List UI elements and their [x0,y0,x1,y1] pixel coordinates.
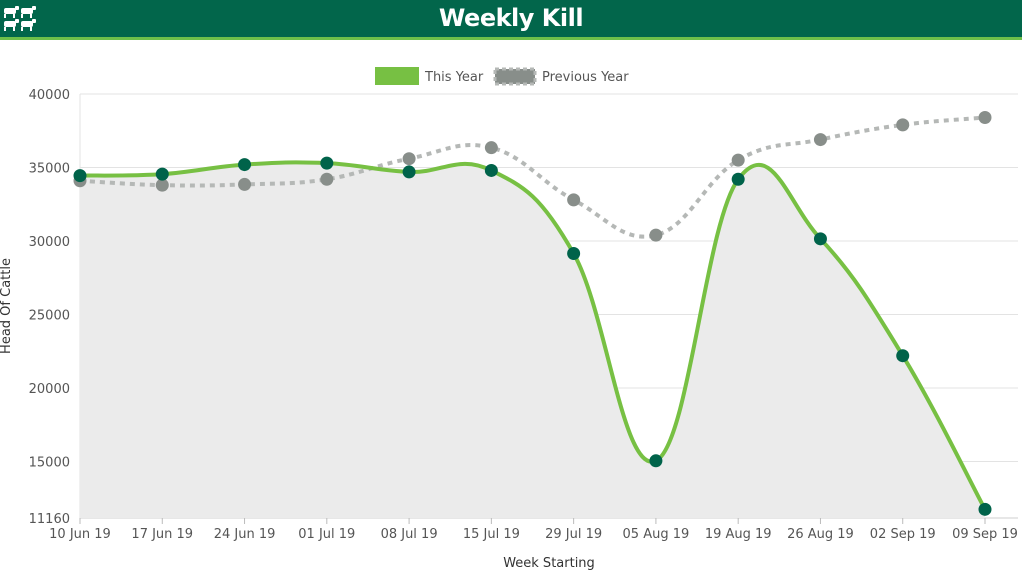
this-year-point [402,165,416,179]
legend-label-this-year: This Year [424,70,484,85]
this-year-point [73,169,87,183]
page-title: Weekly Kill [438,4,584,32]
x-tick-label: 15 Jul 19 [463,527,520,542]
y-tick-label: 15000 [29,456,70,471]
y-tick-label: 40000 [29,88,70,103]
previous-year-point [731,153,745,167]
header-bar: Weekly Kill [0,0,1022,40]
previous-year-point [978,111,992,125]
this-year-point [731,172,745,186]
this-year-point [567,247,581,261]
weekly-kill-chart: 11160 15000 20000 25000 30000 35000 40000 10 J… [0,67,1018,571]
previous-year-point [155,178,169,192]
this-year-area [80,162,985,518]
y-tick-label: 25000 [29,309,70,324]
this-year-point [896,349,910,363]
x-axis-title: Week Starting [503,556,595,571]
y-tick-label: 20000 [29,382,70,397]
x-tick-label: 08 Jul 19 [381,527,438,542]
previous-year-swatch [493,67,537,86]
y-tick-label: 30000 [29,235,70,250]
this-year-line [79,160,987,511]
x-tick-label: 05 Aug 19 [623,527,690,542]
legend-item-this-year[interactable]: This Year [375,67,484,85]
x-tick-label: 10 Jun 19 [49,527,111,542]
previous-year-point [484,141,498,155]
y-tick-label: 11160 [29,512,70,527]
x-tick-label: 17 Jun 19 [131,527,193,542]
this-year-point [813,232,827,246]
previous-year-point [238,177,252,191]
this-year-point [238,158,252,172]
this-year-point [978,502,992,516]
x-tick-label: 09 Sep 19 [952,527,1018,542]
previous-year-point [320,172,334,186]
cattle-icon [4,6,36,31]
this-year-points [73,156,992,516]
x-tick-label: 02 Sep 19 [870,527,936,542]
x-axis-ticks: 10 Jun 19 17 Jun 19 24 Jun 19 01 Jul 19 08 J… [49,518,1018,542]
this-year-point [155,167,169,181]
previous-year-point [896,118,910,132]
previous-year-points [73,111,992,242]
legend: This Year Previous Year [375,67,629,86]
this-year-point [649,454,663,468]
previous-year-point [402,152,416,166]
x-tick-label: 01 Jul 19 [298,527,355,542]
y-axis-ticks: 11160 15000 20000 25000 30000 35000 40000 [29,88,70,527]
legend-label-previous-year: Previous Year [542,70,629,85]
x-tick-label: 24 Jun 19 [214,527,276,542]
x-tick-label: 29 Jul 19 [545,527,602,542]
y-tick-label: 35000 [29,162,70,177]
y-axis-title: Head Of Cattle [0,258,14,354]
this-year-point [320,156,334,170]
previous-year-point [813,133,827,147]
previous-year-point [649,228,663,242]
previous-year-point [567,193,581,207]
x-tick-label: 26 Aug 19 [787,527,854,542]
this-year-swatch [375,67,419,85]
this-year-point [484,163,498,177]
legend-item-previous-year[interactable]: Previous Year [493,67,629,86]
x-tick-label: 19 Aug 19 [705,527,772,542]
